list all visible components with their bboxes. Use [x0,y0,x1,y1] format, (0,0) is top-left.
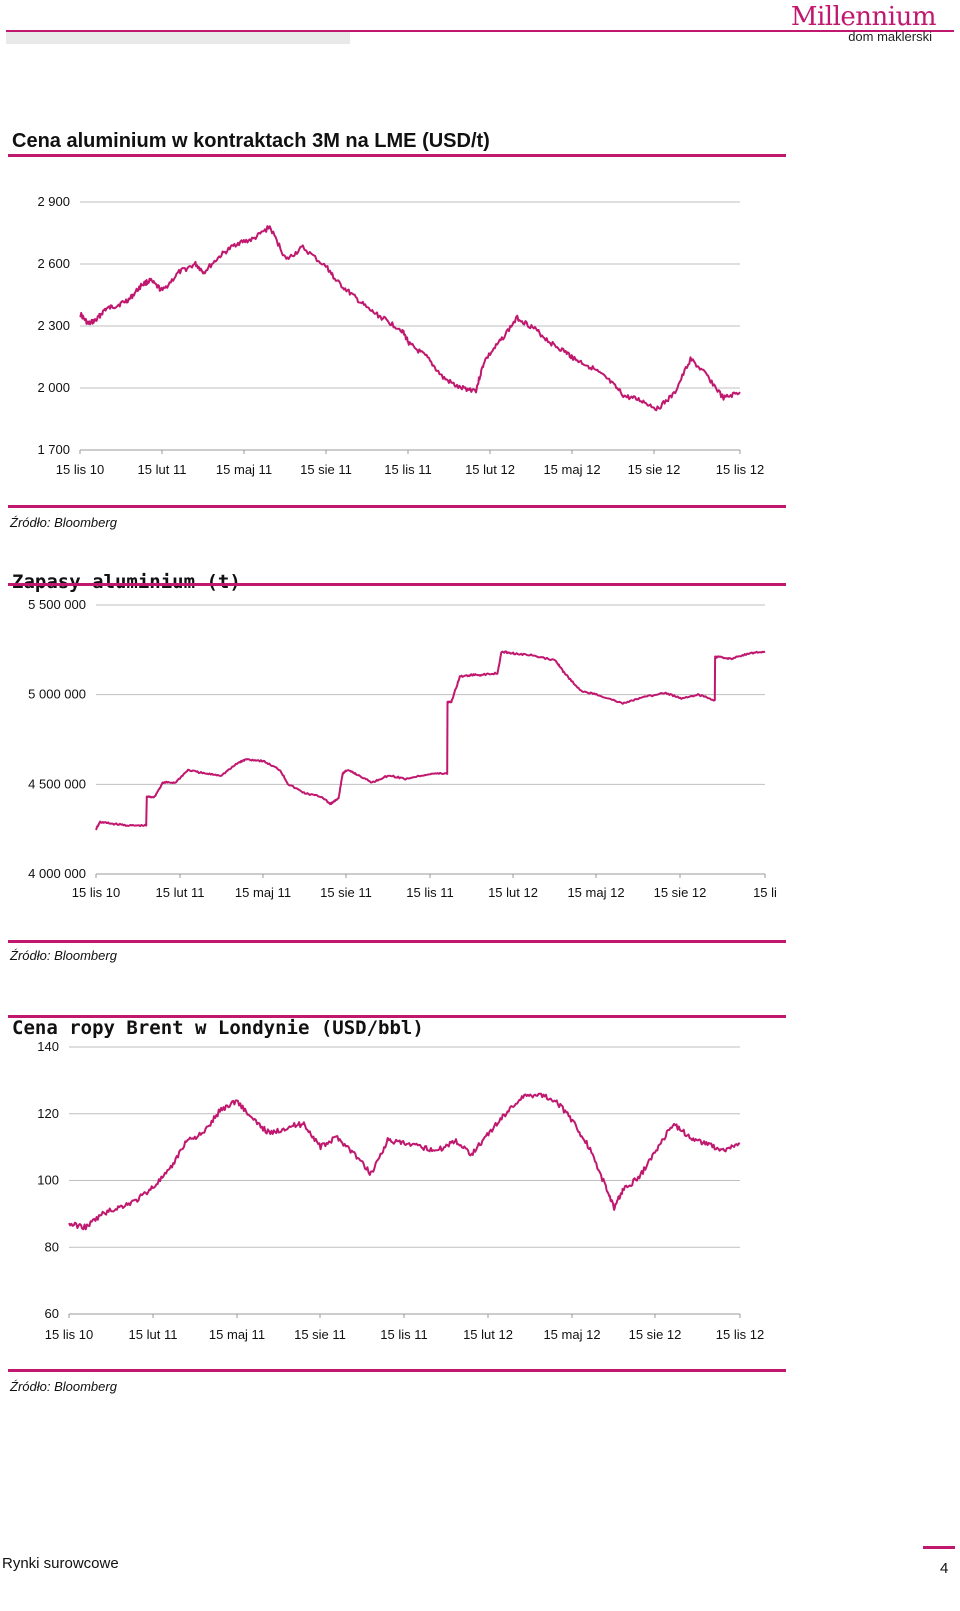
chart-bottom-rule [8,505,786,508]
header-grey-band [6,32,350,44]
y-tick-label: 120 [37,1106,59,1121]
x-tick-label: 15 lut 12 [488,885,538,900]
x-tick-label: 15 lis 12 [716,1327,764,1342]
x-tick-label: 15 lis 11 [384,462,431,477]
x-tick-label: 15 sie 12 [629,1327,682,1342]
logo-wordmark: Millennium [790,2,937,32]
chart-source: Źródło: Bloomberg [10,1379,117,1394]
x-tick-label: 15 li [753,885,777,900]
x-tick-label: 15 sie 12 [654,885,707,900]
y-tick-label: 60 [45,1306,59,1321]
x-tick-label: 15 lut 11 [156,885,205,900]
x-tick-label: 15 maj 11 [209,1327,265,1342]
chart-title-underline [8,1015,786,1018]
y-tick-label: 80 [45,1239,59,1254]
x-tick-label: 15 sie 11 [300,462,352,477]
chart-title-aluminium-price: Cena aluminium w kontraktach 3M na LME (… [12,130,490,152]
chart-source: Źródło: Bloomberg [10,948,117,963]
aluminium-price-chart: 2 900 2 600 2 300 2 000 1 700 15 lis 10 15 lut… [37,194,764,477]
header-accent-line [6,30,954,32]
y-tick-label: 2 300 [37,318,70,333]
x-tick-label: 15 lut 12 [465,462,515,477]
x-tick-label: 15 lut 12 [463,1327,513,1342]
x-tick-label: 15 sie 11 [320,885,372,900]
x-tick-label: 15 lut 11 [138,462,187,477]
footer-accent-line [923,1546,955,1549]
chart-title-aluminium-stocks: Zapasy aluminium (t) [12,571,241,593]
y-tick-label: 2 600 [37,256,70,271]
millennium-logo: Millennium dom maklerski [786,2,956,46]
chart-bottom-rule [8,1369,786,1372]
x-tick-label: 15 lis 11 [380,1327,427,1342]
aluminium-stocks-chart: 5 500 000 5 000 000 4 500 000 4 000 000 15 l… [28,597,777,900]
y-tick-label: 5 500 000 [28,597,86,612]
x-tick-label: 15 maj 11 [216,462,272,477]
x-tick-label: 15 maj 12 [543,462,600,477]
y-tick-label: 4 500 000 [28,776,86,791]
logo-subtitle: dom maklerski [848,29,932,44]
chart-title-brent-price: Cena ropy Brent w Londynie (USD/bbl) [12,1017,424,1039]
brent-price-chart: 140 120 100 80 60 15 lis 10 15 lut 11 15 maj 11… [37,1039,764,1342]
x-tick-label: 15 lis 10 [45,1327,93,1342]
y-tick-label: 2 000 [37,380,70,395]
y-tick-label: 2 900 [37,194,70,209]
x-tick-label: 15 maj 12 [543,1327,600,1342]
x-tick-label: 15 sie 12 [628,462,681,477]
x-tick-label: 15 sie 11 [294,1327,346,1342]
x-tick-label: 15 lis 11 [406,885,453,900]
x-tick-label: 15 lis 12 [716,462,764,477]
y-tick-label: 140 [37,1039,59,1054]
series-line [68,1092,741,1231]
x-tick-label: 15 lut 11 [129,1327,178,1342]
x-tick-label: 15 maj 12 [567,885,624,900]
y-tick-label: 5 000 000 [28,687,86,702]
x-tick-label: 15 maj 11 [235,885,291,900]
series-line [95,650,766,831]
y-tick-label: 100 [37,1173,59,1188]
chart-source: Źródło: Bloomberg [10,515,117,530]
page-number: 4 [940,1560,949,1577]
x-tick-label: 15 lis 10 [56,462,104,477]
chart-title-underline [8,583,786,586]
series-line [79,225,741,412]
x-tick-label: 15 lis 10 [72,885,120,900]
chart-title-underline [8,154,786,157]
chart-bottom-rule [8,940,786,943]
footer-section-label: Rynki surowcowe [2,1555,119,1572]
y-tick-label: 1 700 [37,442,70,457]
y-tick-label: 4 000 000 [28,866,86,881]
